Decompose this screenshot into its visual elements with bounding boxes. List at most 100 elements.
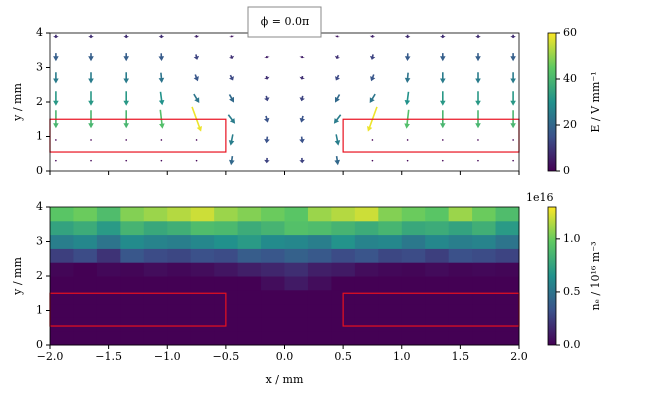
- arrow: [125, 159, 128, 162]
- heatmap-cell: [50, 207, 74, 222]
- heatmap-cell: [261, 220, 285, 236]
- heatmap-cell: [167, 248, 192, 263]
- x-tick-label: 1.0: [393, 350, 411, 363]
- heatmap-cell: [425, 289, 450, 305]
- arrow: [264, 95, 270, 102]
- arrow: [475, 53, 481, 62]
- heatmap-cell: [237, 303, 262, 318]
- arrow: [477, 139, 479, 141]
- heatmap-cell: [73, 303, 98, 318]
- heatmap-cell: [472, 289, 497, 305]
- arrow: [264, 55, 270, 59]
- heatmap-cell: [331, 331, 356, 346]
- heatmap-cell: [307, 303, 332, 318]
- heatmap-cell: [96, 248, 121, 263]
- y-tick-label: 3: [36, 235, 43, 248]
- heatmap-cell: [50, 248, 74, 263]
- heatmap-cell: [167, 317, 192, 332]
- arrow: [264, 136, 270, 144]
- heatmap-cell: [120, 331, 145, 346]
- heatmap-cell: [495, 276, 520, 291]
- arrow: [299, 115, 305, 123]
- heatmap-cell: [120, 207, 145, 222]
- arrow: [299, 55, 305, 59]
- heatmap-cell: [495, 220, 520, 236]
- heatmap-cell: [120, 289, 145, 305]
- arrow: [299, 136, 305, 144]
- heatmap-cell: [284, 331, 309, 346]
- arrow: [160, 139, 163, 141]
- arrow: [440, 72, 446, 84]
- heatmap-cell: [495, 248, 520, 263]
- heatmap-cell: [261, 207, 285, 222]
- arrow: [371, 139, 374, 141]
- heatmap-cell: [448, 262, 473, 277]
- colorbar-tick-label: 20: [563, 118, 577, 131]
- arrow: [88, 53, 94, 62]
- arrow: [512, 159, 514, 162]
- heatmap-cell: [495, 303, 520, 318]
- heatmap-cell: [261, 317, 285, 332]
- heatmap-cell: [354, 303, 379, 318]
- heatmap-cell: [284, 276, 309, 291]
- heatmap-cell: [143, 331, 168, 346]
- x-tick-label: 1.5: [452, 350, 470, 363]
- heatmap-cell: [472, 220, 497, 236]
- y-tick-label: 1: [36, 130, 43, 143]
- heatmap-cell: [425, 207, 450, 222]
- heatmap-cell: [120, 234, 145, 249]
- heatmap-cell: [73, 276, 98, 291]
- heatmap-cell: [96, 289, 121, 305]
- arrow: [441, 159, 444, 162]
- heatmap-cell: [307, 331, 332, 346]
- colorbar-tick-label: 0: [563, 164, 570, 177]
- arrow: [123, 72, 129, 84]
- x-tick-label: 0.0: [276, 350, 294, 363]
- arrow: [404, 91, 411, 106]
- heatmap-cell: [167, 303, 192, 318]
- x-tick-label: −1.0: [154, 350, 181, 363]
- arrow: [123, 53, 129, 62]
- heatmap-cell: [495, 317, 520, 332]
- arrow: [158, 91, 165, 106]
- heatmap-cell: [214, 276, 239, 291]
- arrow: [123, 91, 129, 106]
- electrode: [342, 118, 520, 153]
- heatmap-cell: [448, 331, 473, 346]
- y-tick-label: 4: [36, 200, 43, 213]
- heatmap-cell: [214, 331, 239, 346]
- arrow: [158, 72, 165, 83]
- heatmap-cell: [495, 331, 520, 346]
- arrow: [370, 74, 376, 82]
- heatmap-cell: [143, 317, 168, 332]
- heatmap-cell: [401, 262, 426, 277]
- heatmap-cell: [472, 207, 497, 222]
- arrow: [90, 139, 92, 141]
- arrow: [88, 72, 94, 84]
- heatmap-cell: [73, 207, 98, 222]
- heatmap-cell: [401, 276, 426, 291]
- colorbar-tick-label: 0.5: [563, 285, 581, 298]
- heatmap-cell: [401, 248, 426, 263]
- arrow: [229, 35, 235, 38]
- heatmap-cell: [307, 234, 332, 249]
- arrow: [193, 54, 200, 60]
- heatmap-cell: [190, 317, 215, 332]
- arrow: [334, 35, 340, 38]
- heatmap-cell: [96, 207, 121, 222]
- heatmap-cell: [378, 234, 403, 249]
- colorbar: [547, 206, 557, 346]
- arrow: [335, 74, 340, 81]
- arrow: [335, 94, 341, 103]
- heatmap-cell: [284, 262, 309, 277]
- arrow: [228, 134, 235, 146]
- heatmap-cell: [261, 276, 285, 291]
- heatmap-cell: [401, 220, 426, 236]
- colorbar-tick-label: 60: [563, 26, 577, 39]
- heatmap-cell: [354, 248, 379, 263]
- arrow: [406, 139, 409, 141]
- heatmap-cell: [73, 289, 98, 305]
- heatmap-cell: [354, 207, 379, 222]
- electrode: [49, 118, 227, 153]
- heatmap-cell: [307, 207, 332, 222]
